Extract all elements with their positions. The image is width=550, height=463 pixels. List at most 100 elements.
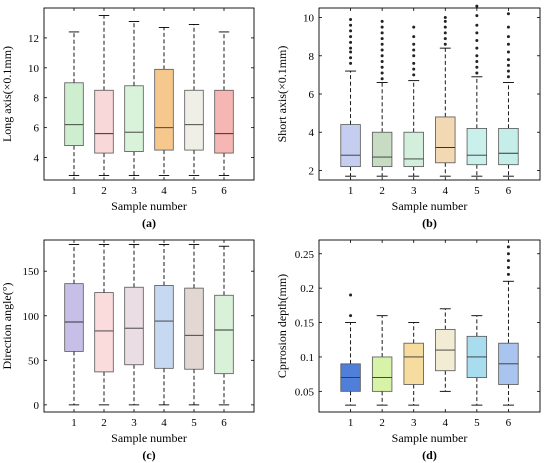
box-sample-1	[340, 17, 361, 177]
outlier-point	[412, 73, 416, 77]
outlier-point	[349, 314, 353, 318]
box-iqr	[184, 287, 204, 370]
outlier-point	[412, 35, 416, 39]
box-sample-5	[184, 24, 204, 176]
x-tick-label: 4	[161, 185, 167, 197]
outlier-point	[443, 37, 447, 41]
box-sample-4	[154, 244, 174, 406]
outlier-point	[349, 56, 353, 60]
box-iqr	[154, 285, 174, 369]
box-iqr	[94, 89, 114, 154]
outlier-point	[475, 71, 479, 75]
box-iqr	[214, 294, 234, 375]
x-tick-label: 2	[101, 185, 107, 197]
panel-3: 0 50 100 150 1 2 3 4 5 6 Sample number Direction an…	[0, 239, 255, 462]
box-iqr	[498, 127, 519, 166]
box-iqr	[124, 85, 144, 152]
x-tick-label: 5	[474, 185, 480, 197]
x-tick-label: 1	[348, 417, 354, 429]
outlier-point	[475, 54, 479, 58]
y-tick-label: 10	[28, 63, 40, 75]
box-iqr	[340, 124, 361, 168]
x-tick-label: 4	[443, 417, 449, 429]
x-axis-label: Sample number	[392, 199, 468, 213]
y-tick-label: 12	[28, 33, 39, 45]
box-sample-3	[124, 21, 144, 176]
x-tick-label: 5	[191, 185, 197, 197]
y-tick-label: 6	[34, 123, 40, 135]
x-tick-label: 6	[506, 417, 512, 429]
x-tick-label: 5	[474, 417, 480, 429]
box-sample-6	[214, 31, 234, 176]
box-sample-2	[371, 19, 393, 177]
x-axis-label: Sample number	[111, 199, 187, 213]
box-sample-6	[214, 245, 234, 406]
outlier-point	[506, 12, 510, 16]
x-tick-label: 2	[379, 185, 385, 197]
outlier-point	[506, 259, 510, 263]
x-tick-label: 6	[506, 185, 512, 197]
y-tick-label: 150	[23, 266, 40, 278]
box-iqr	[403, 131, 424, 168]
box-sample-1	[64, 31, 84, 176]
outlier-point	[412, 42, 416, 46]
x-tick-label: 6	[221, 185, 227, 197]
box-sample-6	[498, 12, 519, 177]
y-axis-label: Short axis(×0.1mm)	[275, 46, 289, 143]
outlier-point	[412, 61, 416, 65]
outlier-point	[475, 38, 479, 42]
box-sample-5	[466, 315, 488, 406]
outlier-point	[349, 29, 353, 33]
y-tick-label: 0.1	[300, 352, 314, 364]
x-tick-label: 6	[221, 417, 227, 429]
box-sample-4	[154, 26, 174, 176]
box-iqr	[94, 292, 114, 373]
outlier-point	[380, 42, 384, 46]
plot-frame	[43, 7, 255, 181]
outlier-point	[506, 63, 510, 67]
y-tick-label: 4	[309, 127, 315, 139]
outlier-point	[380, 71, 384, 75]
box-sample-2	[94, 15, 114, 176]
y-axis-label: Direction angle(°)	[0, 282, 14, 369]
x-axis-label: Sample number	[392, 431, 468, 445]
box-sample-5	[466, 4, 488, 177]
outlier-point	[475, 23, 479, 27]
outlier-point	[412, 54, 416, 58]
panel-label: (a)	[142, 216, 156, 230]
outlier-point	[475, 31, 479, 35]
box-sample-4	[435, 16, 456, 177]
y-tick-label: 0.2	[300, 283, 314, 295]
outlier-point	[380, 48, 384, 52]
x-tick-label: 5	[191, 417, 197, 429]
y-axis-label: Cprrosion depth(mm)	[275, 274, 289, 378]
y-tick-label: 0.05	[295, 386, 315, 398]
outlier-point	[380, 65, 384, 69]
y-tick-label: 0.25	[295, 249, 315, 261]
outlier-point	[349, 23, 353, 27]
box-iqr	[435, 116, 456, 164]
x-tick-label: 3	[411, 185, 417, 197]
x-tick-label: 3	[131, 417, 137, 429]
box-sample-3	[403, 25, 424, 177]
plot-frame	[43, 239, 255, 413]
outlier-point	[443, 31, 447, 35]
outlier-point	[506, 35, 510, 39]
outlier-point	[380, 54, 384, 58]
outlier-point	[506, 266, 510, 270]
box-sample-5	[184, 244, 204, 406]
panel-label: (d)	[422, 448, 437, 462]
box-sample-3	[403, 322, 424, 406]
outlier-point	[506, 69, 510, 73]
box-sample-1	[340, 293, 361, 406]
box-sample-4	[435, 308, 456, 392]
box-iqr	[124, 286, 144, 366]
box-iqr	[371, 356, 393, 392]
outlier-point	[475, 65, 479, 69]
outlier-point	[506, 25, 510, 29]
outlier-point	[349, 293, 353, 297]
panel-label: (b)	[422, 216, 437, 230]
x-axis-label: Sample number	[111, 431, 187, 445]
